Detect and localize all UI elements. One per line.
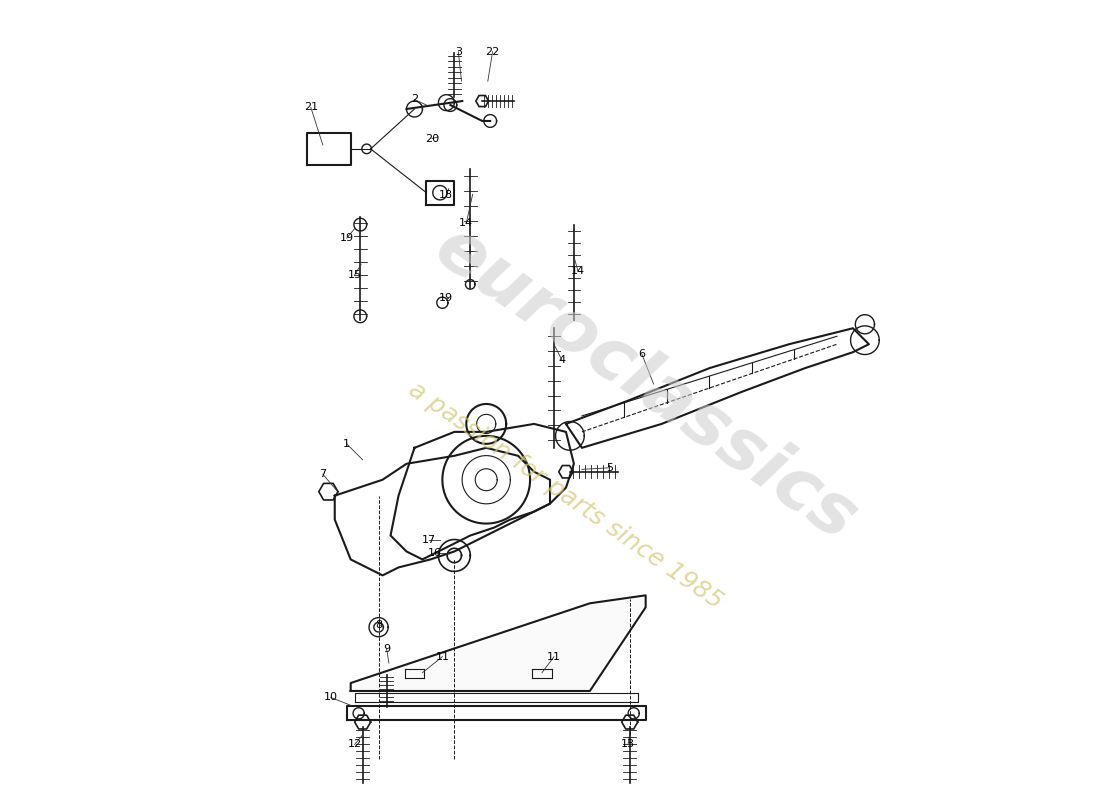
Text: 6: 6	[638, 349, 646, 358]
Text: 12: 12	[348, 739, 362, 750]
Text: 14: 14	[571, 266, 585, 276]
Text: 3: 3	[454, 46, 462, 57]
Text: 1: 1	[343, 439, 350, 449]
Text: 21: 21	[304, 102, 318, 113]
Text: a passion for parts since 1985: a passion for parts since 1985	[405, 378, 727, 614]
Text: 20: 20	[425, 134, 439, 143]
Text: 17: 17	[421, 534, 436, 545]
Text: 5: 5	[606, 462, 614, 473]
Text: 8: 8	[375, 620, 382, 630]
Text: 14: 14	[459, 218, 473, 228]
Text: 19: 19	[340, 233, 354, 243]
Text: 18: 18	[439, 190, 453, 200]
Text: 22: 22	[485, 46, 499, 57]
Text: 2: 2	[411, 94, 418, 105]
Text: 13: 13	[621, 739, 635, 750]
Text: 9: 9	[383, 644, 390, 654]
Text: 15: 15	[348, 270, 362, 280]
Text: euroclassics: euroclassics	[421, 213, 870, 555]
Text: 19: 19	[439, 293, 453, 303]
Text: 11: 11	[547, 652, 561, 662]
Text: 11: 11	[436, 652, 450, 662]
Text: 16: 16	[428, 548, 441, 558]
Text: 4: 4	[559, 355, 565, 365]
Text: 10: 10	[323, 692, 338, 702]
Polygon shape	[351, 595, 646, 691]
Text: 7: 7	[319, 469, 327, 479]
